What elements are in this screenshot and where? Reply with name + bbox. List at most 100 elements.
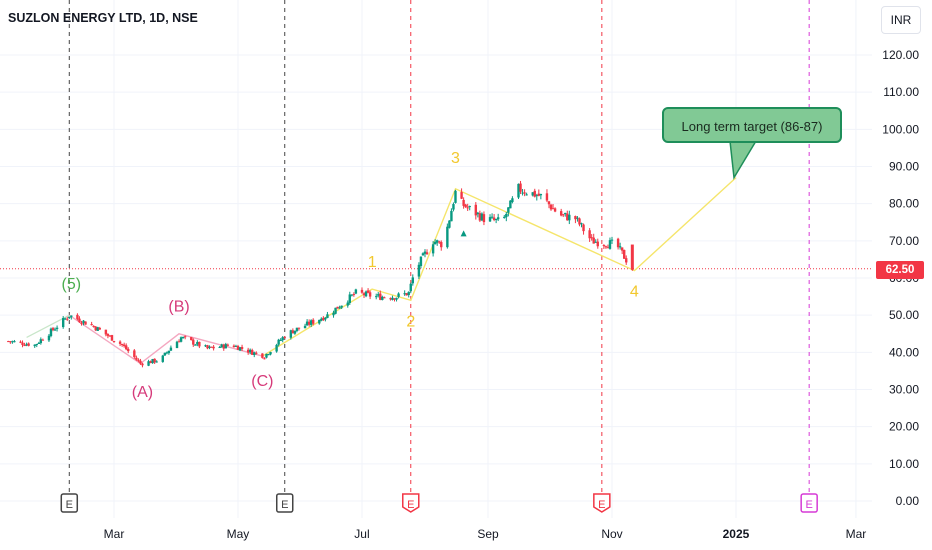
candle-body	[490, 216, 494, 218]
candle-body	[7, 341, 10, 343]
candle-body	[425, 252, 429, 255]
candle-body	[377, 294, 380, 296]
candle-body	[163, 352, 167, 356]
candle-body	[397, 293, 400, 297]
candle-body	[68, 316, 71, 319]
candle-body	[139, 360, 142, 364]
candle-body	[519, 183, 522, 192]
earnings-marker-label: E	[598, 499, 605, 511]
earnings-marker-label: E	[281, 499, 288, 511]
candle-body	[466, 207, 469, 209]
candle-body	[37, 342, 40, 344]
candle-body	[120, 344, 124, 346]
y-tick-label: 110.00	[883, 85, 919, 99]
candle-body	[25, 344, 28, 346]
candle-body	[96, 327, 99, 331]
last-price-tag: 62.50	[876, 261, 924, 279]
candle-body	[618, 246, 622, 248]
candle-body	[112, 340, 116, 342]
candle-body	[620, 247, 624, 251]
candle-body	[480, 213, 484, 221]
candle-body	[553, 208, 557, 212]
candle-body	[21, 342, 24, 345]
candle-body	[64, 318, 67, 320]
candle-body	[348, 294, 351, 303]
candle-body	[503, 216, 506, 218]
candle-body	[517, 183, 520, 198]
candle-body	[368, 292, 372, 297]
candle-body	[610, 239, 614, 241]
candle-body	[151, 359, 154, 364]
candle-body	[507, 207, 510, 213]
candle-body	[291, 330, 295, 334]
candle-body	[167, 350, 171, 354]
x-tick-label: Mar	[104, 527, 125, 541]
candle-body	[468, 206, 471, 208]
earnings-marker-icon[interactable]	[402, 493, 420, 513]
candle-body	[183, 336, 187, 338]
event-lines	[68, 0, 810, 494]
grid	[0, 0, 872, 518]
candle-body	[411, 277, 414, 284]
candle-body	[127, 348, 130, 352]
candle-body	[277, 339, 280, 345]
candle-body	[407, 291, 410, 295]
candle-body	[251, 350, 254, 355]
x-tick-label: Sep	[477, 527, 499, 541]
candle-body	[248, 349, 252, 353]
candle-body	[338, 307, 341, 309]
candle-body	[175, 341, 179, 349]
candle-body	[212, 346, 215, 349]
candle-body	[255, 352, 258, 354]
candle-body	[448, 220, 451, 228]
candle-body	[336, 306, 339, 309]
candle-body	[206, 345, 209, 349]
candle-body	[122, 344, 126, 347]
y-tick-label: 40.00	[889, 345, 919, 359]
wave-label: 4	[630, 284, 639, 301]
x-axis[interactable]: Mar May Jul Sep Nov 2025 Mar	[104, 527, 867, 541]
earnings-marker-icon[interactable]	[593, 493, 611, 513]
candle-body	[511, 198, 514, 203]
candle-body	[295, 327, 299, 331]
candle-body	[533, 190, 536, 197]
candle-body	[236, 345, 240, 350]
candle-body	[208, 346, 211, 348]
candle-body	[165, 352, 169, 354]
candle-body	[576, 217, 579, 219]
candle-body	[362, 293, 366, 296]
candle-body	[179, 337, 183, 342]
candle-body	[318, 319, 321, 324]
candle-body	[218, 347, 221, 349]
candle-body	[312, 319, 315, 324]
candle-body	[149, 361, 152, 364]
candle-body	[354, 289, 358, 294]
candle-body	[360, 289, 364, 293]
y-axis[interactable]: 0.0010.0020.0030.0040.0050.0060.0070.008…	[882, 48, 919, 508]
candle-body	[98, 327, 101, 330]
candle-body	[9, 341, 12, 343]
candle-body	[147, 361, 150, 366]
candle-body	[181, 337, 185, 339]
candle-body	[326, 314, 329, 318]
target-callout[interactable]: Long term target (86-87)	[662, 107, 842, 143]
candle-body	[39, 339, 43, 344]
candle-body	[137, 359, 140, 361]
candle-body	[106, 334, 110, 336]
earnings-marker-icon[interactable]	[275, 493, 294, 513]
x-tick-label: Nov	[601, 527, 622, 541]
candle-body	[275, 344, 278, 352]
candle-body	[523, 192, 526, 194]
candle-body	[33, 344, 36, 347]
candle-body	[80, 322, 83, 324]
wave-lines	[26, 177, 737, 365]
currency-button[interactable]: INR	[881, 6, 921, 34]
candle-body	[210, 346, 213, 348]
candle-body	[435, 240, 439, 243]
earnings-marker-icon[interactable]	[60, 493, 79, 513]
y-tick-label: 50.00	[889, 308, 919, 322]
candle-body	[293, 330, 297, 334]
earnings-marker-icon[interactable]	[800, 493, 818, 513]
